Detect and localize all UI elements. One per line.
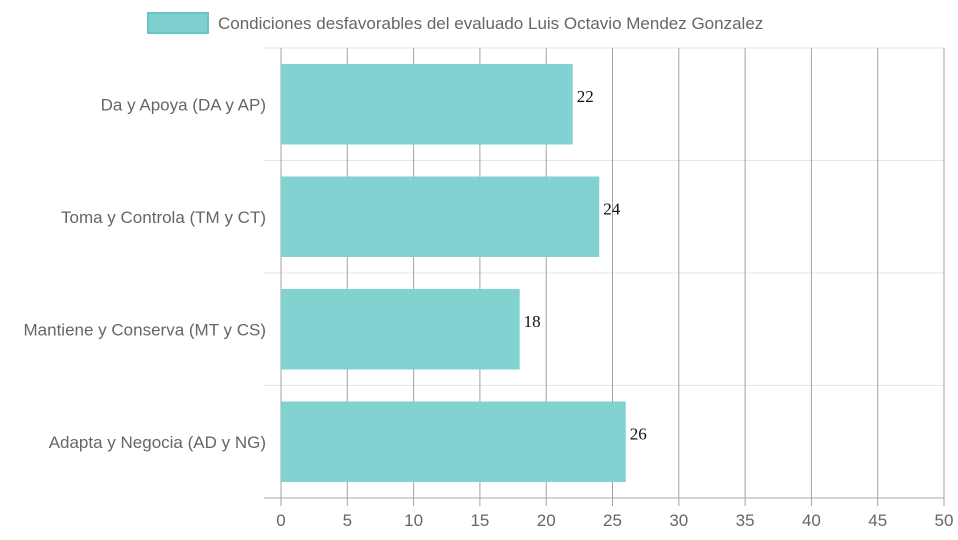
x-tick-label: 20 — [537, 511, 556, 530]
bar[interactable] — [281, 176, 600, 258]
legend-swatch[interactable] — [147, 12, 209, 34]
y-category-label: Mantiene y Conserva (MT y CS) — [24, 320, 266, 339]
x-tick-label: 25 — [603, 511, 622, 530]
legend[interactable]: Condiciones desfavorables del evaluado L… — [147, 12, 763, 34]
bar-data-label: 26 — [630, 425, 647, 444]
x-tick-label: 10 — [404, 511, 423, 530]
x-tick-label: 35 — [736, 511, 755, 530]
bar[interactable] — [281, 289, 520, 370]
bar-data-label: 24 — [603, 200, 621, 219]
x-tick-label: 30 — [669, 511, 688, 530]
labels: 0 5 10 15 20 25 30 35 40 45 50 Da y Apoya (DA y AP)… — [24, 87, 954, 530]
y-category-label: Toma y Controla (TM y CT) — [61, 208, 266, 227]
bar-data-label: 22 — [577, 87, 594, 106]
x-tick-label: 50 — [935, 511, 954, 530]
legend-label[interactable]: Condiciones desfavorables del evaluado L… — [218, 14, 763, 33]
bar[interactable] — [281, 401, 626, 483]
x-tick-label: 0 — [276, 511, 285, 530]
x-tick-label: 45 — [868, 511, 887, 530]
x-tick-label: 15 — [470, 511, 489, 530]
y-category-label: Adapta y Negocia (AD y NG) — [49, 433, 266, 452]
x-tick-label: 40 — [802, 511, 821, 530]
bar[interactable] — [281, 64, 573, 145]
x-tick-label: 5 — [343, 511, 352, 530]
y-category-label: Da y Apoya (DA y AP) — [101, 95, 266, 114]
bars — [281, 64, 626, 482]
bar-data-label: 18 — [524, 312, 541, 331]
